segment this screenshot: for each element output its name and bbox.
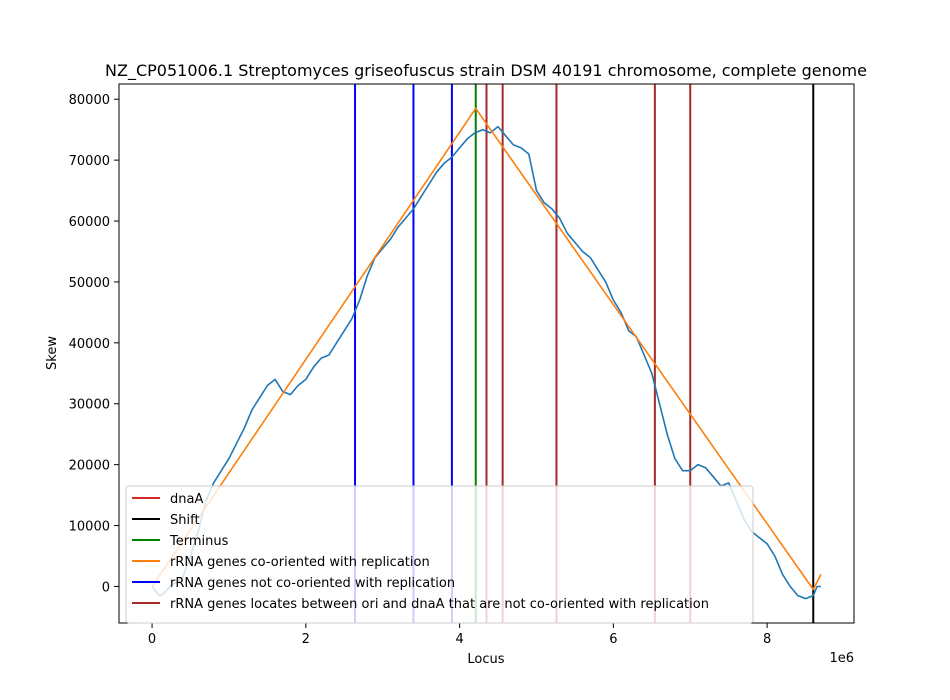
legend-label: Terminus — [169, 534, 229, 549]
series-line-0 — [151, 125, 821, 600]
y-tick-label: 0 — [102, 580, 110, 595]
legend-label: rRNA genes co-oriented with replication — [170, 555, 430, 570]
legend-label: rRNA genes locates between ori and dnaA … — [170, 597, 709, 612]
x-tick-label: 2 — [302, 632, 310, 647]
legend-label: Shift — [170, 513, 200, 528]
series-layer — [151, 107, 822, 600]
y-tick-label: 30000 — [69, 398, 110, 413]
y-tick-label: 40000 — [69, 337, 110, 352]
legend-label: rRNA genes not co-oriented with replicat… — [170, 576, 455, 591]
x-tick-label: 4 — [455, 632, 463, 647]
y-axis-label: Skew — [45, 336, 60, 370]
y-tick-label: 80000 — [69, 93, 110, 108]
y-tick-label: 60000 — [69, 215, 110, 230]
y-axis: 0 10000 20000 30000 40000 50000 60000 70000 8000… — [69, 93, 119, 595]
y-tick-label: 10000 — [69, 520, 110, 535]
y-tick-label: 50000 — [69, 276, 110, 291]
x-tick-label: 6 — [609, 632, 617, 647]
y-tick-label: 70000 — [69, 154, 110, 169]
x-tick-label: 0 — [148, 632, 156, 647]
x-axis-offset-label: 1e6 — [829, 651, 854, 666]
legend-box — [125, 485, 754, 624]
legend-label: dnaA — [170, 492, 203, 507]
chart-title: NZ_CP051006.1 Streptomyces griseofuscus … — [105, 61, 867, 81]
legend: dnaA Shift Terminus rRNA genes co-oriented … — [125, 485, 754, 624]
y-tick-label: 20000 — [69, 459, 110, 474]
x-tick-label: 8 — [763, 632, 771, 647]
x-axis: 0 2 4 6 8 — [148, 623, 771, 647]
series-line-1 — [151, 107, 822, 591]
x-axis-label: Locus — [467, 652, 504, 667]
